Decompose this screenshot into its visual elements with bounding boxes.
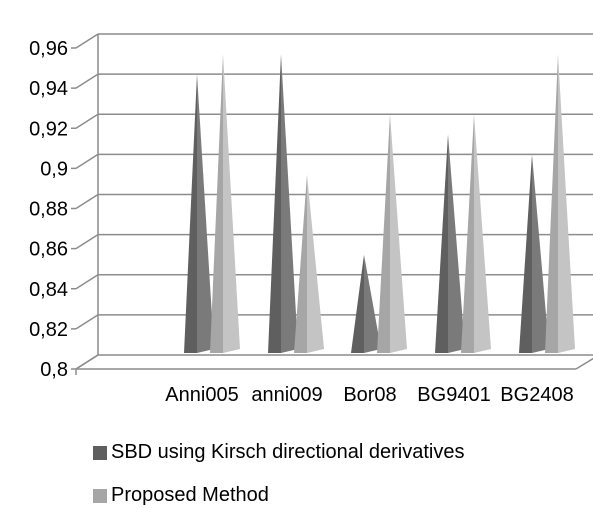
floor-right-edge xyxy=(575,357,593,370)
gridline-side xyxy=(75,33,99,49)
y-tick-label: 0,88 xyxy=(29,199,68,221)
x-tick-label: Bor08 xyxy=(343,384,396,406)
gridline-side xyxy=(75,73,99,89)
cone-shade-1-1 xyxy=(307,174,324,353)
bars xyxy=(184,54,575,353)
y-tick-labels: 0,8 0,82 0,84 0,86 0,88 0,9 0,92 0,94 0,96 xyxy=(29,38,68,381)
cone-shade-0-1 xyxy=(281,54,298,353)
chart: 0,8 0,82 0,84 0,86 0,88 0,9 0,92 0,94 0,96 Anni0… xyxy=(29,33,593,406)
cone-0-3 xyxy=(435,134,448,353)
cone-0-0 xyxy=(184,74,197,353)
gridline-side xyxy=(75,153,99,170)
gridline-side xyxy=(75,314,99,330)
axes xyxy=(75,34,593,375)
gridline-side xyxy=(75,274,99,290)
x-tick-label: BG2408 xyxy=(500,384,573,406)
gridline-side xyxy=(75,113,99,129)
y-tick-label: 0,96 xyxy=(29,38,68,60)
y-tick-label: 0,86 xyxy=(29,239,68,261)
cone-shade-1-0 xyxy=(223,54,240,353)
legend-label-series-1: Proposed Method xyxy=(111,484,269,506)
cone-shade-1-2 xyxy=(390,114,407,353)
x-tick-label: anni009 xyxy=(251,384,322,406)
cone-0-1 xyxy=(268,54,281,353)
cone-shade-0-3 xyxy=(448,134,465,353)
cone-1-4 xyxy=(545,54,558,353)
y-tick-label: 0,94 xyxy=(29,78,68,100)
y-tick-label: 0,92 xyxy=(29,118,68,140)
cone-1-1 xyxy=(294,174,307,353)
cone-1-3 xyxy=(461,114,474,353)
cone-shade-0-4 xyxy=(532,154,549,353)
cone-0-2 xyxy=(351,254,364,353)
cone-1-0 xyxy=(210,54,223,353)
x-tick-label: BG9401 xyxy=(417,384,490,406)
legend-swatch-series-1 xyxy=(93,488,107,503)
x-tick-labels: Anni005 anni009 Bor08 BG9401 BG2408 xyxy=(165,384,573,406)
legend-label-series-0: SBD using Kirsch directional derivatives xyxy=(111,441,465,463)
y-tick-label: 0,84 xyxy=(29,279,68,301)
gridlines xyxy=(71,33,593,370)
cone-shade-0-0 xyxy=(197,74,214,353)
cone-shade-1-4 xyxy=(558,54,575,353)
cone-0-4 xyxy=(519,154,532,353)
legend-swatch-series-0 xyxy=(93,445,107,460)
y-tick-label: 0,8 xyxy=(40,359,68,381)
legend-item-series-1: Proposed Method xyxy=(93,484,269,507)
cone-shade-0-2 xyxy=(364,254,381,353)
cone-shade-1-3 xyxy=(474,114,491,353)
x-tick-label: Anni005 xyxy=(165,384,238,406)
y-tick-label: 0,82 xyxy=(29,319,68,341)
y-tick-label: 0,9 xyxy=(40,158,68,180)
cone-1-2 xyxy=(377,114,390,353)
floor-left-edge xyxy=(75,354,99,370)
gridline-side xyxy=(75,193,99,210)
gridline-side xyxy=(75,233,99,250)
legend-item-series-0: SBD using Kirsch directional derivatives xyxy=(93,441,465,464)
